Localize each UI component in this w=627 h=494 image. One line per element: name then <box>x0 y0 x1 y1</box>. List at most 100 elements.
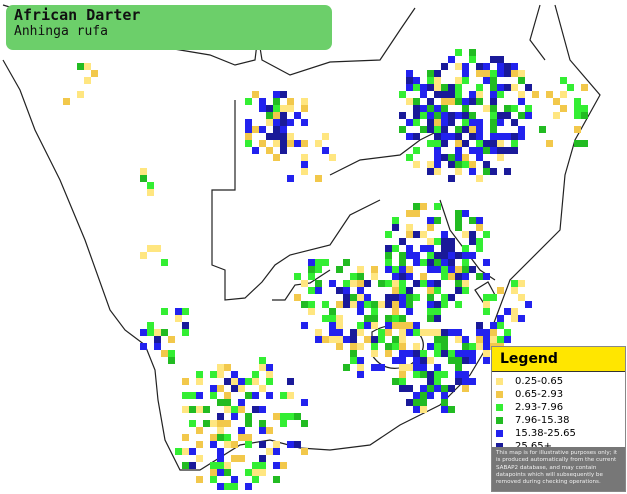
map-cell <box>273 126 280 133</box>
map-cell <box>413 231 420 238</box>
map-cell <box>560 105 567 112</box>
map-cell <box>252 476 259 483</box>
map-cell <box>406 385 413 392</box>
map-cell <box>154 343 161 350</box>
map-cell <box>441 336 448 343</box>
map-cell <box>350 294 357 301</box>
map-cell <box>406 119 413 126</box>
map-cell <box>182 308 189 315</box>
map-cell <box>546 91 553 98</box>
map-cell <box>301 322 308 329</box>
map-cell <box>231 371 238 378</box>
map-cell <box>385 301 392 308</box>
map-cell <box>427 126 434 133</box>
map-cell <box>140 175 147 182</box>
map-cell <box>350 357 357 364</box>
map-cell <box>217 462 224 469</box>
map-cell <box>140 252 147 259</box>
map-cell <box>294 112 301 119</box>
map-cell <box>441 343 448 350</box>
map-cell <box>490 98 497 105</box>
map-cell <box>476 70 483 77</box>
map-cell <box>469 350 476 357</box>
map-cell <box>448 385 455 392</box>
map-cell <box>462 98 469 105</box>
map-cell <box>511 140 518 147</box>
map-cell <box>336 301 343 308</box>
map-cell <box>273 441 280 448</box>
map-cell <box>441 245 448 252</box>
map-cell <box>217 455 224 462</box>
map-cell <box>427 392 434 399</box>
map-cell <box>427 308 434 315</box>
map-cell <box>182 448 189 455</box>
map-cell <box>462 371 469 378</box>
map-cell <box>497 140 504 147</box>
map-cell <box>420 392 427 399</box>
map-cell <box>406 350 413 357</box>
map-cell <box>455 301 462 308</box>
map-cell <box>532 91 539 98</box>
map-cell <box>343 259 350 266</box>
map-cell <box>252 469 259 476</box>
map-cell <box>448 133 455 140</box>
map-cell <box>140 343 147 350</box>
map-cell <box>336 266 343 273</box>
map-cell <box>392 266 399 273</box>
legend-swatch <box>496 404 503 411</box>
map-cell <box>217 483 224 490</box>
map-cell <box>273 105 280 112</box>
map-cell <box>308 308 315 315</box>
map-cell <box>385 231 392 238</box>
map-cell <box>462 259 469 266</box>
map-cell <box>385 294 392 301</box>
map-cell <box>301 301 308 308</box>
map-cell <box>385 252 392 259</box>
map-cell <box>497 287 504 294</box>
map-cell <box>413 399 420 406</box>
map-cell <box>252 406 259 413</box>
map-cell <box>518 112 525 119</box>
map-cell <box>420 245 427 252</box>
map-cell <box>238 385 245 392</box>
map-cell <box>252 91 259 98</box>
map-cell <box>301 280 308 287</box>
map-cell <box>455 98 462 105</box>
map-cell <box>469 112 476 119</box>
map-cell <box>259 364 266 371</box>
map-cell <box>336 336 343 343</box>
map-cell <box>245 133 252 140</box>
map-cell <box>343 301 350 308</box>
map-cell <box>462 385 469 392</box>
map-cell <box>455 84 462 91</box>
map-cell <box>287 378 294 385</box>
map-cell <box>371 350 378 357</box>
map-cell <box>413 322 420 329</box>
map-cell <box>147 329 154 336</box>
map-cell <box>441 301 448 308</box>
map-cell <box>329 315 336 322</box>
map-cell <box>511 84 518 91</box>
map-cell <box>182 378 189 385</box>
map-cell <box>462 252 469 259</box>
map-cell <box>490 91 497 98</box>
map-cell <box>392 308 399 315</box>
map-cell <box>448 294 455 301</box>
map-cell <box>238 399 245 406</box>
map-cell <box>448 350 455 357</box>
map-cell <box>357 371 364 378</box>
map-cell <box>259 357 266 364</box>
map-cell <box>245 378 252 385</box>
map-cell <box>441 140 448 147</box>
map-cell <box>371 301 378 308</box>
map-cell <box>371 343 378 350</box>
map-cell <box>217 364 224 371</box>
map-cell <box>518 91 525 98</box>
map-cell <box>147 245 154 252</box>
map-cell <box>154 245 161 252</box>
map-cell <box>441 231 448 238</box>
map-cell <box>455 133 462 140</box>
map-cell <box>434 105 441 112</box>
map-cell <box>224 364 231 371</box>
map-cell <box>420 385 427 392</box>
